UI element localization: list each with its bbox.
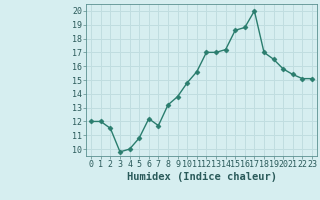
X-axis label: Humidex (Indice chaleur): Humidex (Indice chaleur) xyxy=(127,172,276,182)
